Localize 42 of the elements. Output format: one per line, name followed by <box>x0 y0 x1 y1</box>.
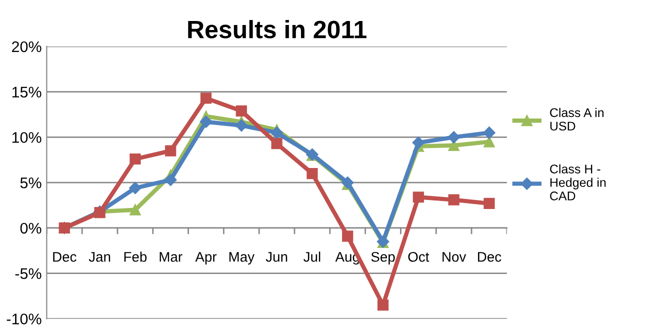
point <box>235 119 248 132</box>
point <box>271 138 282 150</box>
point <box>306 168 318 180</box>
point <box>448 131 460 144</box>
point <box>164 174 177 186</box>
y-tick-label: 20% <box>12 41 42 52</box>
point <box>342 230 354 242</box>
x-tick-label: Jan <box>88 252 110 262</box>
x-tick-label: Oct <box>408 252 430 262</box>
x-tick-label: Nov <box>442 252 466 262</box>
x-tick-label: Mar <box>160 252 182 262</box>
point <box>412 136 425 149</box>
x-tick-label: Apr <box>195 252 217 265</box>
point <box>377 300 389 311</box>
chart-title: Results in 2011 <box>188 20 366 38</box>
point <box>129 182 142 194</box>
point <box>484 198 495 210</box>
x-tick-label: Jul <box>304 252 320 262</box>
y-tick-label: -10% <box>6 314 42 324</box>
point <box>483 126 496 139</box>
point <box>448 194 460 206</box>
legend-label: Class A in USD <box>550 108 604 131</box>
y-tick-label: 0% <box>20 222 42 234</box>
y-tick-label: 15% <box>12 86 42 98</box>
y-tick-label: -5% <box>15 268 42 280</box>
x-tick-label: Jun <box>266 252 288 262</box>
point <box>270 126 283 139</box>
point <box>130 204 141 216</box>
point <box>165 145 176 156</box>
point <box>200 116 212 128</box>
y-tick-label: 5% <box>20 178 42 188</box>
point <box>130 153 141 165</box>
x-tick-label: Feb <box>124 252 147 262</box>
point <box>412 192 424 203</box>
point <box>236 105 247 116</box>
point <box>200 92 212 104</box>
y-tick-label: 10% <box>12 132 42 143</box>
x-tick-label: May <box>229 252 254 265</box>
legend-label: Class H - Hedged in CAD <box>550 164 606 200</box>
x-tick-label: Dec <box>53 252 76 262</box>
x-tick-label: Dec <box>478 252 502 262</box>
x-tick-label: Sep <box>371 252 395 265</box>
